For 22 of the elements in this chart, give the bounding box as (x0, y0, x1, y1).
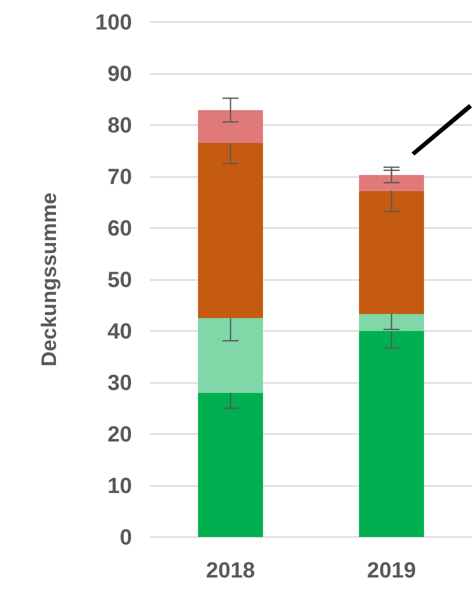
bar (198, 392, 263, 537)
x-tick-label: 2018 (206, 558, 255, 582)
bar (359, 174, 424, 191)
y-tick-label: 40 (108, 318, 132, 344)
bar (198, 110, 263, 144)
y-tick-label: 80 (108, 112, 132, 138)
bar (198, 143, 263, 318)
x-tick-label: 2019 (367, 558, 416, 582)
y-tick-label: 100 (95, 10, 132, 34)
y-tick-label: 0 (120, 524, 132, 550)
bar (359, 190, 424, 314)
y-tick-label: 10 (108, 473, 132, 498)
y-tick-label: 30 (108, 370, 132, 395)
y-tick-label: 60 (108, 216, 132, 240)
y-axis-title: Deckungssumme (38, 192, 61, 366)
y-tick-label: 20 (108, 422, 132, 446)
y-tick-label: 70 (108, 164, 132, 189)
bar (359, 314, 424, 331)
bar (198, 318, 263, 393)
y-tick-label: 50 (108, 267, 132, 292)
bar (359, 331, 424, 537)
y-tick-label: 90 (108, 61, 132, 86)
